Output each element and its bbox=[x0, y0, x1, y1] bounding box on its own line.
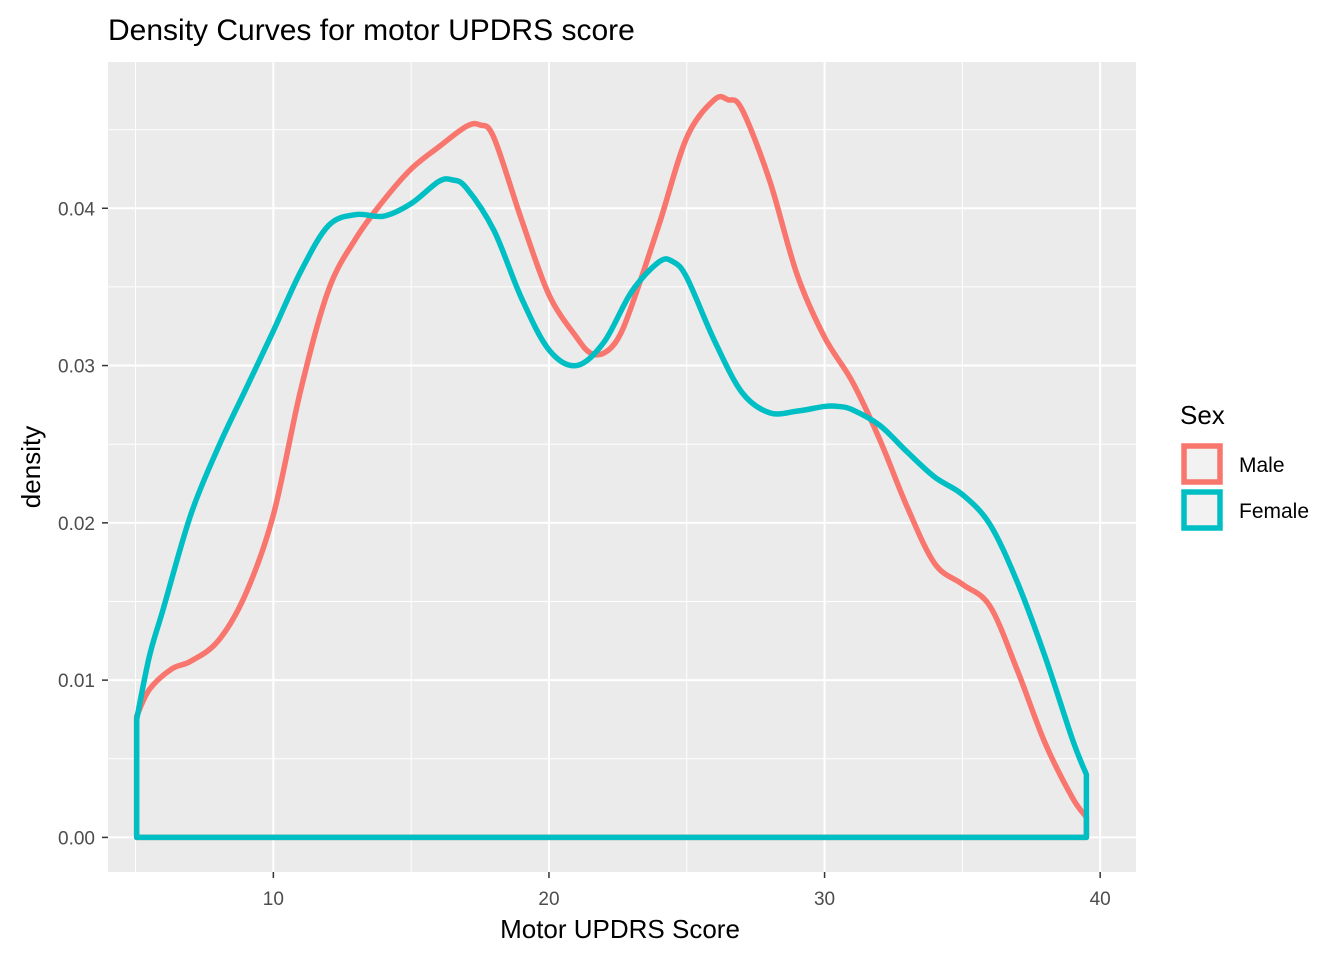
plot-panel bbox=[108, 62, 1136, 872]
y-tick-label: 0.02 bbox=[58, 514, 95, 535]
y-axis-ticks: 0.00 0.01 0.02 0.03 0.04 bbox=[58, 199, 108, 849]
legend-key-male bbox=[1181, 443, 1223, 485]
y-tick-label: 0.03 bbox=[58, 357, 95, 378]
density-line-female bbox=[133, 176, 1090, 841]
x-axis-title: Motor UPDRS Score bbox=[500, 914, 740, 944]
x-axis-ticks: 10 20 30 40 bbox=[263, 872, 1111, 910]
y-axis-title: density bbox=[16, 426, 46, 508]
legend-title: Sex bbox=[1180, 400, 1225, 430]
y-tick-label: 0.00 bbox=[58, 828, 95, 849]
y-tick-label: 0.04 bbox=[58, 199, 95, 220]
legend-label-female: Female bbox=[1239, 500, 1309, 523]
y-tick-label: 0.01 bbox=[58, 671, 95, 692]
minor-gridlines bbox=[108, 62, 1136, 872]
legend-items: Male Female bbox=[1181, 443, 1309, 531]
legend-label-male: Male bbox=[1239, 454, 1285, 477]
x-tick-label: 30 bbox=[814, 889, 835, 910]
legend: Sex Male Female bbox=[1180, 400, 1309, 531]
x-tick-label: 20 bbox=[538, 889, 559, 910]
x-tick-label: 40 bbox=[1090, 889, 1111, 910]
density-line-male bbox=[133, 93, 1090, 841]
series-layer bbox=[133, 93, 1090, 841]
legend-key-female bbox=[1181, 489, 1223, 531]
chart-title: Density Curves for motor UPDRS score bbox=[108, 14, 635, 47]
x-tick-label: 10 bbox=[263, 889, 284, 910]
